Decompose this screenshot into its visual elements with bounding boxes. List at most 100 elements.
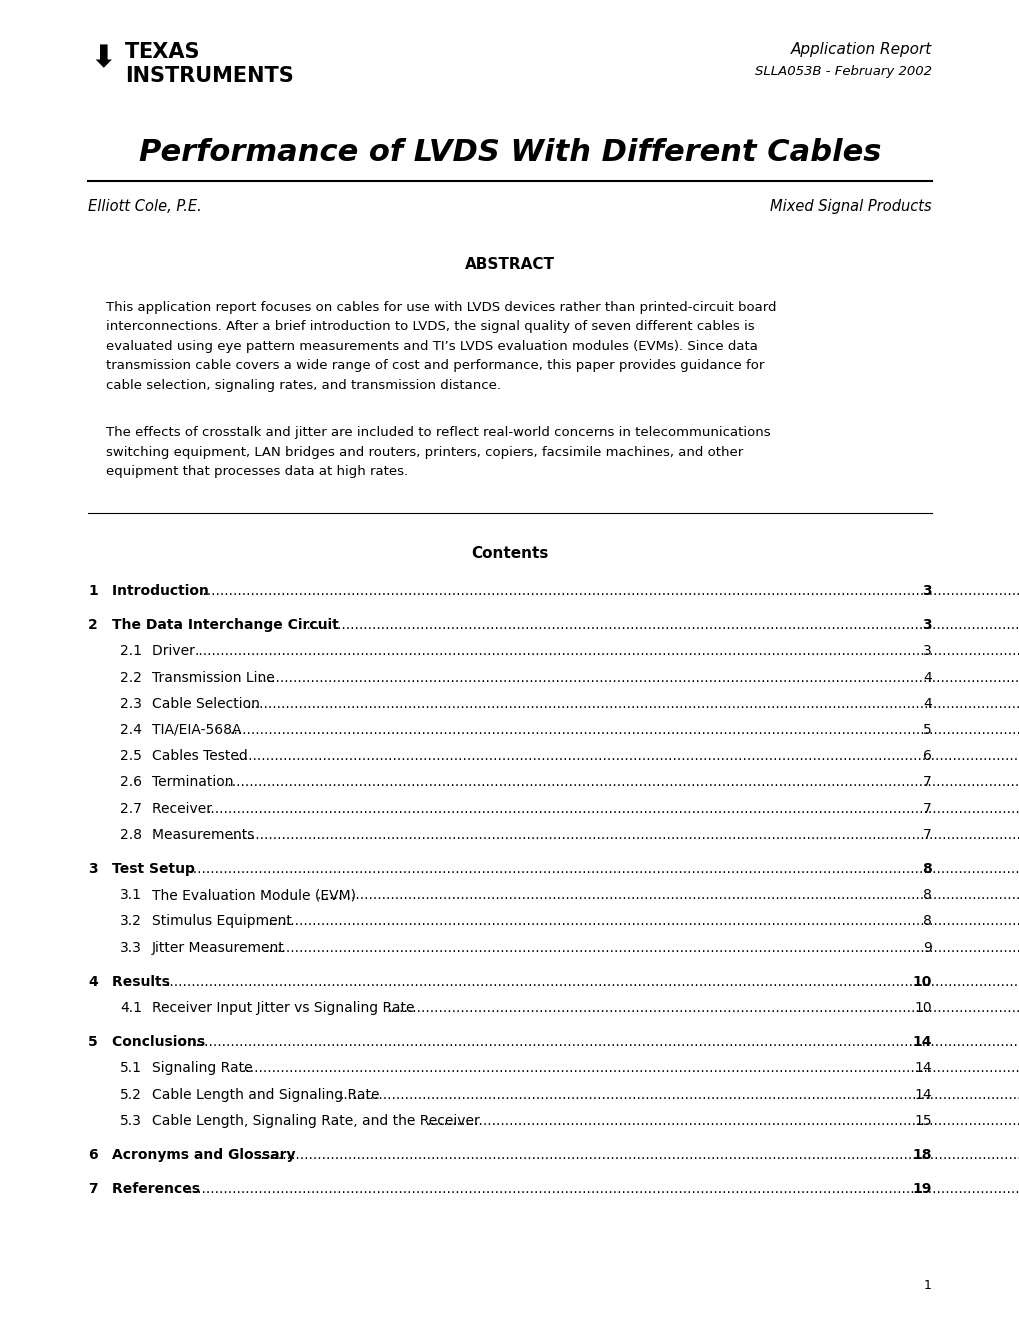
Text: ................................................................................: ........................................… — [235, 750, 1019, 763]
Text: equipment that processes data at high rates.: equipment that processes data at high ra… — [106, 466, 408, 478]
Text: 2.4: 2.4 — [120, 723, 142, 737]
Text: 4: 4 — [922, 671, 931, 685]
Text: 2.2: 2.2 — [120, 671, 142, 685]
Text: 5: 5 — [88, 1035, 98, 1049]
Text: ................................................................................: ........................................… — [184, 1183, 1019, 1196]
Text: 5.3: 5.3 — [120, 1114, 142, 1127]
Text: Receiver Input Jitter vs Signaling Rate: Receiver Input Jitter vs Signaling Rate — [152, 1001, 419, 1015]
Text: Measurements: Measurements — [152, 828, 259, 842]
Text: Jitter Measurement: Jitter Measurement — [152, 941, 288, 954]
Text: interconnections. After a brief introduction to LVDS, the signal quality of seve: interconnections. After a brief introduc… — [106, 321, 754, 334]
Text: Test Setup: Test Setup — [112, 862, 200, 876]
Bar — [88, 0, 931, 1320]
Text: References: References — [112, 1183, 205, 1196]
Text: 9: 9 — [922, 941, 931, 954]
Text: transmission cable covers a wide range of cost and performance, this paper provi: transmission cable covers a wide range o… — [106, 359, 763, 372]
Text: 2.5: 2.5 — [120, 750, 142, 763]
Text: 7: 7 — [88, 1183, 98, 1196]
Text: 8: 8 — [922, 915, 931, 928]
Text: 3.3: 3.3 — [120, 941, 142, 954]
Text: 2.8: 2.8 — [120, 828, 142, 842]
Text: T: T — [125, 42, 140, 62]
Text: 1: 1 — [923, 1279, 931, 1292]
Text: 5.2: 5.2 — [120, 1088, 142, 1102]
Text: 4.1: 4.1 — [120, 1001, 142, 1015]
Text: Signaling Rate: Signaling Rate — [152, 1061, 257, 1076]
Text: ................................................................................: ........................................… — [256, 1148, 1019, 1162]
Text: 3: 3 — [922, 644, 931, 659]
Text: Termination: Termination — [152, 775, 237, 789]
Text: Performance of LVDS With Different Cables: Performance of LVDS With Different Cable… — [139, 139, 880, 168]
Text: ................................................................................: ........................................… — [206, 801, 1019, 816]
Text: 15: 15 — [913, 1114, 931, 1127]
Text: 10: 10 — [913, 1001, 931, 1015]
Text: The Evaluation Module (EVM): The Evaluation Module (EVM) — [152, 888, 360, 902]
Text: ................................................................................: ........................................… — [316, 888, 1019, 902]
Text: 3.1: 3.1 — [120, 888, 142, 902]
Text: ................................................................................: ........................................… — [247, 697, 1019, 710]
Text: ................................................................................: ........................................… — [240, 1061, 1019, 1076]
Text: 3: 3 — [921, 583, 931, 598]
Text: 14: 14 — [912, 1035, 931, 1049]
Text: 2.3: 2.3 — [120, 697, 142, 710]
Text: 7: 7 — [922, 775, 931, 789]
Text: 3: 3 — [921, 618, 931, 632]
Text: 7: 7 — [922, 801, 931, 816]
Text: switching equipment, LAN bridges and routers, printers, copiers, facsimile machi: switching equipment, LAN bridges and rou… — [106, 446, 743, 459]
Text: Cables Tested: Cables Tested — [152, 750, 252, 763]
Text: 2.6: 2.6 — [120, 775, 142, 789]
Text: ................................................................................: ........................................… — [229, 723, 1019, 737]
Text: ................................................................................: ........................................… — [229, 828, 1019, 842]
Text: ................................................................................: ........................................… — [302, 618, 1019, 632]
Text: 3.2: 3.2 — [120, 915, 142, 928]
Text: Results: Results — [112, 974, 174, 989]
Text: Cable Selection: Cable Selection — [152, 697, 264, 710]
Text: 3: 3 — [88, 862, 98, 876]
Text: ................................................................................: ........................................… — [223, 775, 1019, 789]
Text: cable selection, signaling rates, and transmission distance.: cable selection, signaling rates, and tr… — [106, 379, 500, 392]
Text: INSTRUMENTS: INSTRUMENTS — [125, 66, 293, 86]
Text: 14: 14 — [913, 1088, 931, 1102]
Text: ................................................................................: ........................................… — [264, 915, 1019, 928]
Text: Receiver: Receiver — [152, 801, 216, 816]
Text: This application report focuses on cables for use with LVDS devices rather than : This application report focuses on cable… — [106, 301, 775, 314]
Text: Driver: Driver — [152, 644, 199, 659]
Text: evaluated using eye pattern measurements and TI’s LVDS evaluation modules (EVMs): evaluated using eye pattern measurements… — [106, 341, 757, 352]
Text: 5.1: 5.1 — [120, 1061, 142, 1076]
Text: 6: 6 — [88, 1148, 98, 1162]
Text: ................................................................................: ........................................… — [184, 862, 1019, 876]
Text: 4: 4 — [922, 697, 931, 710]
Text: 8: 8 — [922, 888, 931, 902]
Text: Mixed Signal Products: Mixed Signal Products — [769, 199, 931, 214]
Text: Cable Length, Signaling Rate, and the Receiver: Cable Length, Signaling Rate, and the Re… — [152, 1114, 484, 1127]
Text: Conclusions: Conclusions — [112, 1035, 210, 1049]
Text: ................................................................................: ........................................… — [195, 644, 1019, 659]
Text: 2: 2 — [88, 618, 98, 632]
Text: Acronyms and Glossary: Acronyms and Glossary — [112, 1148, 300, 1162]
Text: 1: 1 — [88, 583, 98, 598]
Text: 18: 18 — [912, 1148, 931, 1162]
Text: TIA/EIA-568A: TIA/EIA-568A — [152, 723, 246, 737]
Text: Contents: Contents — [471, 546, 548, 561]
Text: The Data Interchange Circuit: The Data Interchange Circuit — [112, 618, 343, 632]
Text: ⬇: ⬇ — [90, 44, 115, 73]
Text: 7: 7 — [922, 828, 931, 842]
Text: Introduction: Introduction — [112, 583, 214, 598]
Text: 19: 19 — [912, 1183, 931, 1196]
Text: 6: 6 — [922, 750, 931, 763]
Text: Application Report: Application Report — [790, 42, 931, 57]
Text: ................................................................................: ........................................… — [192, 1035, 1019, 1049]
Text: The effects of crosstalk and jitter are included to reflect real-world concerns : The effects of crosstalk and jitter are … — [106, 426, 770, 440]
Text: 14: 14 — [913, 1061, 931, 1076]
Text: ................................................................................: ........................................… — [264, 941, 1019, 954]
Text: Stimulus Equipment: Stimulus Equipment — [152, 915, 296, 928]
Text: Transmission Line: Transmission Line — [152, 671, 279, 685]
Text: ................................................................................: ........................................… — [339, 1088, 1019, 1102]
Text: ................................................................................: ........................................… — [165, 974, 1019, 989]
Text: ................................................................................: ........................................… — [198, 583, 1019, 598]
Text: 10: 10 — [912, 974, 931, 989]
Text: 5: 5 — [922, 723, 931, 737]
Text: ABSTRACT: ABSTRACT — [465, 257, 554, 272]
Text: Elliott Cole, P.E.: Elliott Cole, P.E. — [88, 199, 202, 214]
Text: ................................................................................: ........................................… — [426, 1114, 1019, 1127]
